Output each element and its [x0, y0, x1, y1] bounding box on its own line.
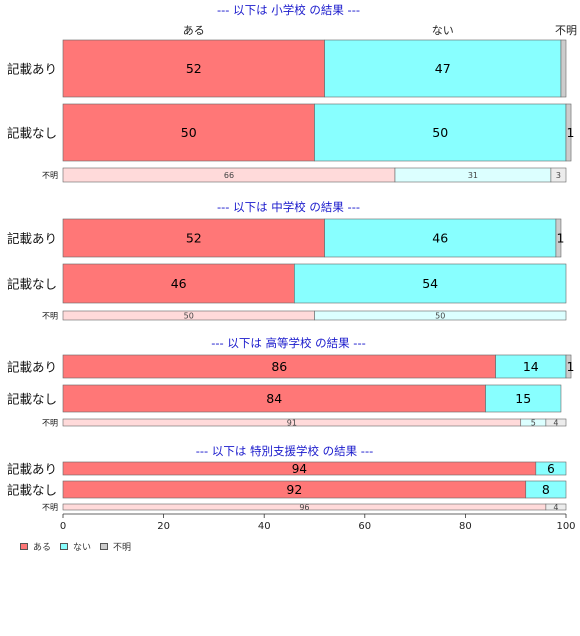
bar-segment-0-2-2 — [550, 167, 567, 183]
group-title-0: --- 以下は 小学校 の結果 --- — [217, 3, 360, 17]
column-header-1: ない — [432, 24, 454, 37]
data-label-0-0-1: 47 — [435, 61, 451, 76]
data-label-0-1-1: 50 — [432, 125, 448, 140]
row-label-1-1: 記載なし — [7, 277, 57, 292]
column-header-2: 不明 — [555, 24, 577, 37]
bar-segment-0-0-1 — [324, 39, 562, 98]
legend-swatch-0 — [20, 543, 28, 550]
row-label-0-0: 記載あり — [7, 62, 57, 77]
bar-segment-0-1-2 — [565, 103, 572, 162]
legend-label-1: ない — [73, 543, 92, 553]
x-tick-label-1: 20 — [157, 521, 170, 532]
data-label-1-0-0: 52 — [186, 231, 202, 246]
legend-label-0: ある — [33, 543, 52, 553]
data-label-1-0-2: 1 — [556, 231, 564, 246]
bar-segment-0-1-0 — [62, 103, 315, 162]
bar-segment-2-2-2 — [545, 418, 567, 427]
x-tick-label-3: 60 — [358, 521, 371, 532]
bar-segment-2-1-1 — [485, 384, 562, 413]
data-label-0-2-0: 66 — [224, 171, 234, 180]
data-label-0-2-2: 3 — [556, 171, 561, 180]
data-label-2-2-2: 4 — [553, 418, 558, 427]
data-label-1-0-1: 46 — [432, 231, 448, 246]
legend-item-0: ある — [20, 540, 51, 553]
row-label-3-1: 記載なし — [7, 483, 57, 498]
bar-segment-0-1-1 — [314, 103, 567, 162]
data-label-1-1-1: 54 — [422, 276, 438, 291]
row-label-2-1: 記載なし — [7, 392, 57, 407]
data-label-0-0-0: 52 — [186, 61, 202, 76]
data-label-2-0-2: 1 — [567, 359, 575, 374]
data-label-3-0-0: 94 — [292, 462, 307, 476]
data-label-2-2-1: 5 — [531, 418, 536, 427]
x-tick-label-5: 100 — [556, 521, 575, 532]
bar-segment-0-0-0 — [62, 39, 325, 98]
bar-segment-2-0-2 — [565, 354, 572, 379]
data-label-3-2-0: 96 — [299, 503, 309, 512]
group-title-1: --- 以下は 中学校 の結果 --- — [217, 200, 360, 214]
data-label-3-2-2: 4 — [553, 503, 558, 512]
bar-segment-3-1-1 — [525, 480, 567, 499]
bar-segment-3-0-1 — [535, 461, 567, 476]
data-label-3-0-1: 6 — [547, 462, 555, 476]
bar-segment-3-2-2 — [545, 503, 567, 511]
chart-legend: ある ない 不明 — [20, 540, 140, 553]
legend-label-2: 不明 — [113, 543, 132, 553]
x-tick-label-2: 40 — [258, 521, 271, 532]
legend-item-1: ない — [60, 540, 91, 553]
bar-segment-1-1-0 — [62, 263, 295, 304]
bar-segment-1-1-1 — [294, 263, 567, 304]
row-label-2-0: 記載あり — [7, 360, 57, 375]
column-header-0: ある — [183, 24, 205, 37]
row-label-2-2: 不明 — [42, 419, 58, 428]
data-label-0-2-1: 31 — [468, 171, 478, 180]
legend-swatch-1 — [60, 543, 69, 550]
data-label-1-2-0: 50 — [184, 311, 194, 320]
data-label-1-2-1: 50 — [435, 311, 445, 320]
row-label-0-2: 不明 — [42, 171, 58, 180]
data-label-2-0-1: 14 — [523, 359, 539, 374]
bar-segment-1-2-1 — [314, 310, 567, 321]
bar-segment-1-0-1 — [324, 218, 557, 258]
data-label-1-1-0: 46 — [171, 276, 187, 291]
bar-segment-0-0-2 — [560, 39, 567, 98]
bar-segment-1-0-2 — [555, 218, 562, 258]
group-title-2: --- 以下は 高等学校 の結果 --- — [211, 336, 366, 350]
row-label-0-1: 記載なし — [7, 126, 57, 141]
row-label-1-0: 記載あり — [7, 231, 57, 246]
bar-segment-1-0-0 — [62, 218, 325, 258]
x-tick-label-4: 80 — [459, 521, 472, 532]
group-title-3: --- 以下は 特別支援学校 の結果 --- — [196, 444, 374, 458]
data-label-2-1-0: 84 — [266, 391, 282, 406]
row-label-1-2: 不明 — [42, 312, 58, 321]
data-label-3-1-1: 8 — [542, 482, 550, 497]
data-label-0-1-0: 50 — [181, 125, 197, 140]
data-label-2-0-0: 86 — [271, 359, 287, 374]
data-label-2-2-0: 91 — [287, 418, 297, 427]
data-label-3-1-0: 92 — [286, 482, 302, 497]
data-label-0-1-2: 1 — [567, 125, 575, 140]
row-label-3-0: 記載あり — [7, 462, 57, 477]
legend-item-2: 不明 — [100, 540, 131, 553]
row-label-3-2: 不明 — [42, 503, 58, 512]
x-tick-label-0: 0 — [60, 521, 66, 532]
data-label-2-1-1: 15 — [515, 391, 531, 406]
legend-swatch-2 — [100, 543, 109, 550]
